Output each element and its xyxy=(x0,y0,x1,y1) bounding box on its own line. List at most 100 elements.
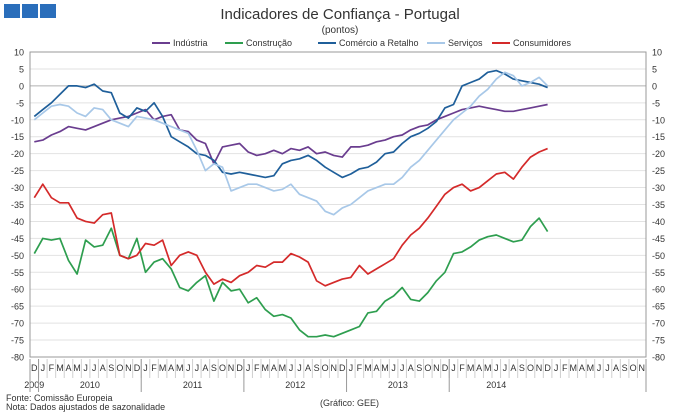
x-month-label: J xyxy=(83,363,88,373)
x-month-label: M xyxy=(56,363,64,373)
x-month-label: J xyxy=(92,363,97,373)
x-month-label: J xyxy=(597,363,602,373)
x-month-label: O xyxy=(424,363,431,373)
plot-frame xyxy=(29,51,647,358)
x-month-label: F xyxy=(459,363,465,373)
x-month-label: J xyxy=(503,363,508,373)
y-tick-label-right: -65 xyxy=(652,302,665,312)
x-month-label: N xyxy=(125,363,132,373)
source-note: Fonte: Comissão Europeia xyxy=(6,393,113,403)
y-tick-label-right: -5 xyxy=(652,98,660,108)
y-tick-label-left: -50 xyxy=(11,251,24,261)
x-month-label: M xyxy=(570,363,578,373)
chart-title: Indicadores de Confiança - Portugal xyxy=(220,6,460,23)
x-month-label: J xyxy=(400,363,405,373)
x-month-label: M xyxy=(159,363,167,373)
x-month-label: J xyxy=(605,363,610,373)
x-month-label: A xyxy=(476,363,482,373)
legend-label-comercio-a-retalho: Comércio a Retalho xyxy=(339,38,419,48)
y-tick-label-left: -20 xyxy=(11,149,24,159)
x-month-label: A xyxy=(168,363,174,373)
y-tick-label-left: -65 xyxy=(11,302,24,312)
y-tick-label-left: -45 xyxy=(11,234,24,244)
series-line-comercio-a-retalho xyxy=(33,69,548,179)
x-year-label: 2013 xyxy=(388,380,408,390)
x-month-label: S xyxy=(416,363,422,373)
y-tick-label-right: -40 xyxy=(652,217,665,227)
x-month-label: M xyxy=(364,363,372,373)
x-month-label: M xyxy=(587,363,595,373)
y-tick-label-left: -35 xyxy=(11,200,24,210)
x-month-label: D xyxy=(134,363,141,373)
y-tick-label-right: -45 xyxy=(652,234,665,244)
x-month-label: M xyxy=(176,363,184,373)
x-month-label: A xyxy=(613,363,619,373)
x-month-label: J xyxy=(195,363,200,373)
logo-square-3 xyxy=(40,4,56,18)
x-month-label: A xyxy=(100,363,106,373)
y-tick-label-right: -20 xyxy=(652,149,665,159)
x-month-label: M xyxy=(262,363,270,373)
y-tick-label-right: 5 xyxy=(652,64,657,74)
y-tick-label-left: -30 xyxy=(11,183,24,193)
x-year-label: 2012 xyxy=(285,380,305,390)
y-tick-label-left: -15 xyxy=(11,132,24,142)
y-tick-label-left: 0 xyxy=(19,81,24,91)
y-tick-label-right: -70 xyxy=(652,319,665,329)
x-month-label: A xyxy=(579,363,585,373)
x-month-label: O xyxy=(527,363,534,373)
y-tick-label-left: -75 xyxy=(11,336,24,346)
x-month-label: A xyxy=(65,363,71,373)
x-month-label: F xyxy=(357,363,363,373)
series-line-construcao xyxy=(33,217,549,338)
y-tick-label-right: -35 xyxy=(652,200,665,210)
legend-label-industria: Indústria xyxy=(173,38,208,48)
y-tick-label-left: -80 xyxy=(11,353,24,363)
x-month-label: F xyxy=(151,363,157,373)
x-month-label: N xyxy=(330,363,337,373)
x-month-label: J xyxy=(349,363,354,373)
y-tick-label-left: -60 xyxy=(11,285,24,295)
x-year-label: 2009 xyxy=(24,380,44,390)
y-tick-label-left: -5 xyxy=(16,98,24,108)
x-month-label: M xyxy=(484,363,492,373)
logo xyxy=(4,4,58,23)
x-month-label: A xyxy=(510,363,516,373)
x-month-label: O xyxy=(630,363,637,373)
x-month-label: N xyxy=(638,363,645,373)
x-month-label: J xyxy=(186,363,191,373)
x-month-label: J xyxy=(41,363,46,373)
x-month-label: S xyxy=(211,363,217,373)
x-month-label: M xyxy=(73,363,81,373)
x-month-label: F xyxy=(562,363,568,373)
x-month-label: A xyxy=(202,363,208,373)
x-month-label: O xyxy=(219,363,226,373)
legend-label-servicos: Serviços xyxy=(448,38,483,48)
x-month-label: J xyxy=(297,363,302,373)
x-month-label: D xyxy=(544,363,551,373)
chart-credit: (Gráfico: GEE) xyxy=(320,398,380,408)
x-month-label: N xyxy=(536,363,543,373)
y-tick-label-right: -75 xyxy=(652,336,665,346)
x-year-label: 2014 xyxy=(486,380,506,390)
logo-square-2 xyxy=(22,4,38,18)
y-tick-label-left: -25 xyxy=(11,166,24,176)
y-tick-label-left: -55 xyxy=(11,268,24,278)
chart-subtitle: (pontos) xyxy=(321,25,359,36)
y-tick-label-left: -10 xyxy=(11,115,24,125)
x-month-label: S xyxy=(108,363,114,373)
x-month-label: F xyxy=(254,363,260,373)
x-month-label: A xyxy=(305,363,311,373)
x-year-label: 2010 xyxy=(80,380,100,390)
y-tick-label-right: -55 xyxy=(652,268,665,278)
y-tick-label-right: -30 xyxy=(652,183,665,193)
series-line-consumidores xyxy=(33,147,548,287)
x-month-label: J xyxy=(391,363,396,373)
x-month-label: J xyxy=(289,363,294,373)
y-tick-label-right: 10 xyxy=(652,48,662,58)
x-month-label: D xyxy=(236,363,243,373)
y-tick-label-left: 5 xyxy=(19,64,24,74)
x-month-label: O xyxy=(116,363,123,373)
x-month-label: S xyxy=(622,363,628,373)
